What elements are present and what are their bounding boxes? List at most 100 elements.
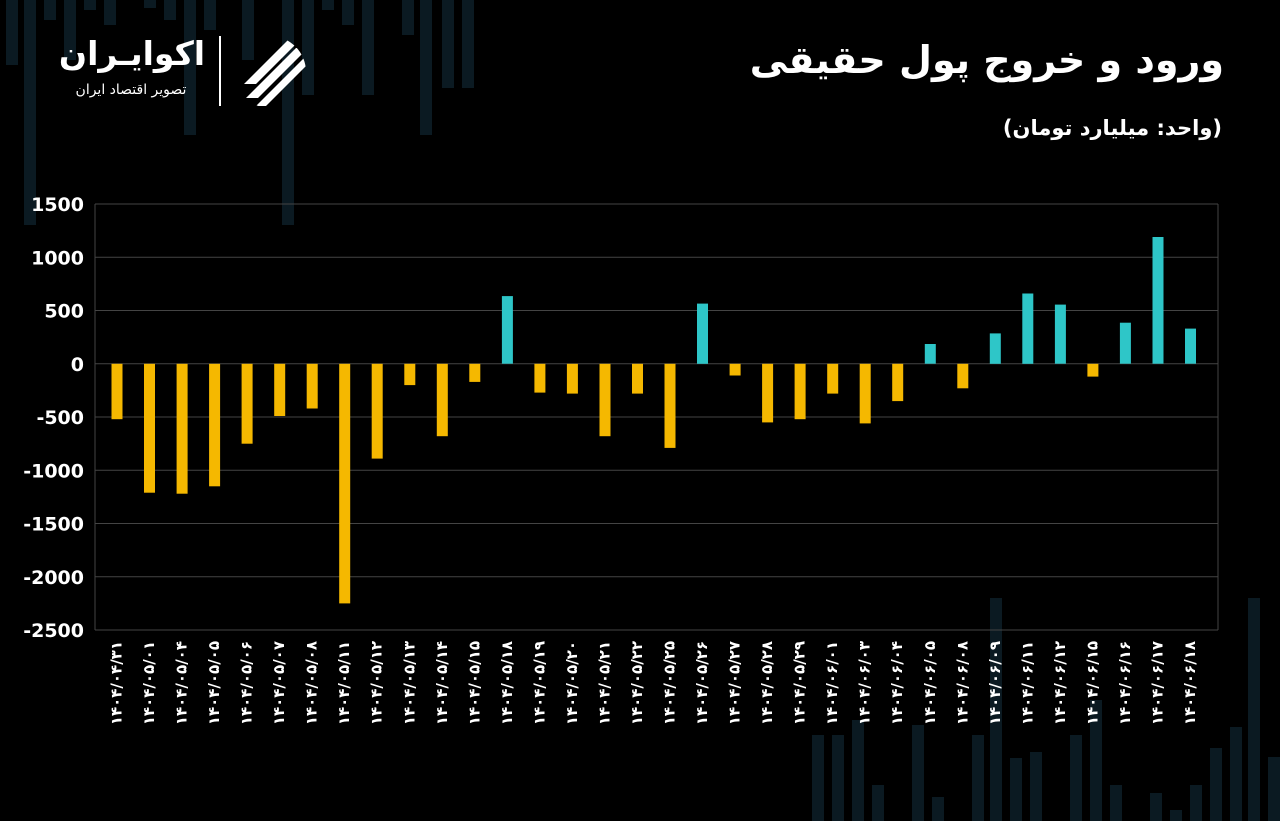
chart-subtitle: (واحد: میلیارد تومان) <box>1002 116 1222 140</box>
ecoiran-logo-icon <box>244 40 306 106</box>
background-column <box>144 0 156 8</box>
x-tick-label: ۱۴۰۴/۰۵/۲۹ <box>791 641 809 725</box>
x-tick-label: ۱۴۰۴/۰۵/۰۵ <box>205 641 223 725</box>
y-tick-label: -1000 <box>23 460 84 482</box>
background-column <box>204 0 216 30</box>
bar <box>209 363 221 487</box>
brand-divider <box>219 36 221 106</box>
bar <box>599 363 611 437</box>
background-column <box>302 0 314 95</box>
background-column <box>1070 735 1082 821</box>
background-column <box>104 0 116 25</box>
x-tick-label: ۱۴۰۴/۰۵/۱۹ <box>530 641 548 725</box>
x-tick-label: ۱۴۰۴/۰۵/۲۸ <box>758 641 776 725</box>
x-tick-label: ۱۴۰۴/۰۶/۱۸ <box>1181 641 1199 725</box>
background-column <box>1150 793 1162 821</box>
bar <box>1054 304 1066 364</box>
bar <box>176 363 188 494</box>
bar <box>924 344 936 364</box>
bar <box>1152 237 1164 364</box>
background-column <box>990 598 1002 821</box>
background-column <box>342 0 354 25</box>
bar <box>729 363 741 376</box>
x-tick-label: ۱۴۰۴/۰۶/۰۱ <box>823 641 841 725</box>
brand-tagline: تصویر اقتصاد ایران <box>75 82 187 98</box>
background-column <box>184 0 196 135</box>
bar <box>1087 363 1099 377</box>
bar <box>339 363 351 604</box>
bar <box>241 363 253 444</box>
x-tick-label: ۱۴۰۴/۰۶/۰۴ <box>888 641 906 725</box>
bar <box>534 363 546 393</box>
y-tick-label: 1500 <box>31 194 84 216</box>
brand-name: اکوایـران <box>58 34 206 73</box>
background-column <box>932 797 944 821</box>
background-column <box>164 0 176 20</box>
bar <box>697 303 708 364</box>
y-tick-label: 500 <box>44 301 84 323</box>
bar <box>827 363 839 394</box>
x-tick-label: ۱۴۰۴/۰۶/۱۶ <box>1116 641 1134 725</box>
x-tick-label: ۱۴۰۴/۰۵/۰۷ <box>270 641 288 725</box>
background-column <box>420 0 432 135</box>
y-tick-label: -2000 <box>23 567 84 589</box>
background-column <box>442 0 454 88</box>
bar <box>794 363 806 420</box>
x-tick-label: ۱۴۰۴/۰۵/۱۲ <box>368 641 386 725</box>
background-column <box>912 725 924 821</box>
bar <box>1119 322 1131 364</box>
x-tick-label: ۱۴۰۴/۰۵/۱۴ <box>433 641 451 725</box>
bar <box>566 363 578 394</box>
background-column <box>362 0 374 95</box>
x-tick-label: ۱۴۰۴/۰۵/۲۵ <box>661 641 679 725</box>
background-column <box>972 735 984 821</box>
background-column <box>84 0 96 10</box>
bar <box>306 363 318 409</box>
x-tick-label: ۱۴۰۴/۰۵/۰۱ <box>140 641 158 725</box>
y-tick-label: -500 <box>36 407 84 429</box>
background-column <box>1210 748 1222 821</box>
bar <box>762 363 774 423</box>
x-tick-label: ۱۴۰۴/۰۶/۱۷ <box>1148 641 1166 725</box>
x-tick-label: ۱۴۰۴/۰۵/۱۸ <box>498 641 516 725</box>
background-column <box>1090 700 1102 821</box>
x-tick-label: ۱۴۰۴/۰۵/۲۶ <box>693 641 711 725</box>
bar <box>664 363 676 448</box>
background-column <box>322 0 334 10</box>
x-tick-label: ۱۴۰۴/۰۵/۰۶ <box>238 641 256 725</box>
background-column <box>402 0 414 35</box>
x-tick-label: ۱۴۰۴/۰۵/۱۳ <box>400 641 418 725</box>
background-column <box>1030 752 1042 821</box>
x-tick-label: ۱۴۰۴/۰۶/۱۵ <box>1083 641 1101 725</box>
y-tick-label: 0 <box>71 354 84 376</box>
x-tick-label: ۱۴۰۴/۰۶/۱۲ <box>1051 641 1069 725</box>
y-tick-label: -1500 <box>23 514 84 536</box>
bar <box>404 363 416 386</box>
chart-title: ورود و خروج پول حقیقی <box>749 38 1224 82</box>
bar <box>892 363 904 402</box>
background-column <box>242 0 254 60</box>
background-column <box>462 0 474 88</box>
bar <box>436 363 448 437</box>
background-column <box>24 0 36 225</box>
bar <box>1022 293 1034 364</box>
background-column <box>1010 758 1022 821</box>
x-tick-label: ۱۴۰۴/۰۵/۲۷ <box>726 641 744 725</box>
x-tick-label: ۱۴۰۴/۰۵/۲۲ <box>628 641 646 725</box>
bar <box>989 333 1001 364</box>
x-tick-label: ۱۴۰۴/۰۵/۲۱ <box>595 641 613 725</box>
bar <box>144 363 155 493</box>
x-tick-label: ۱۴۰۴/۰۵/۱۱ <box>335 641 353 725</box>
bar <box>111 363 123 420</box>
bar <box>274 363 286 416</box>
y-tick-label: 1000 <box>31 247 84 269</box>
background-column <box>832 735 844 821</box>
bar <box>1185 328 1196 364</box>
bar <box>469 363 481 382</box>
x-tick-label: ۱۴۰۴/۰۴/۳۱ <box>108 641 126 725</box>
background-column <box>64 0 76 60</box>
x-tick-label: ۱۴۰۴/۰۶/۰۹ <box>986 641 1004 725</box>
x-tick-label: ۱۴۰۴/۰۵/۰۴ <box>173 641 191 725</box>
